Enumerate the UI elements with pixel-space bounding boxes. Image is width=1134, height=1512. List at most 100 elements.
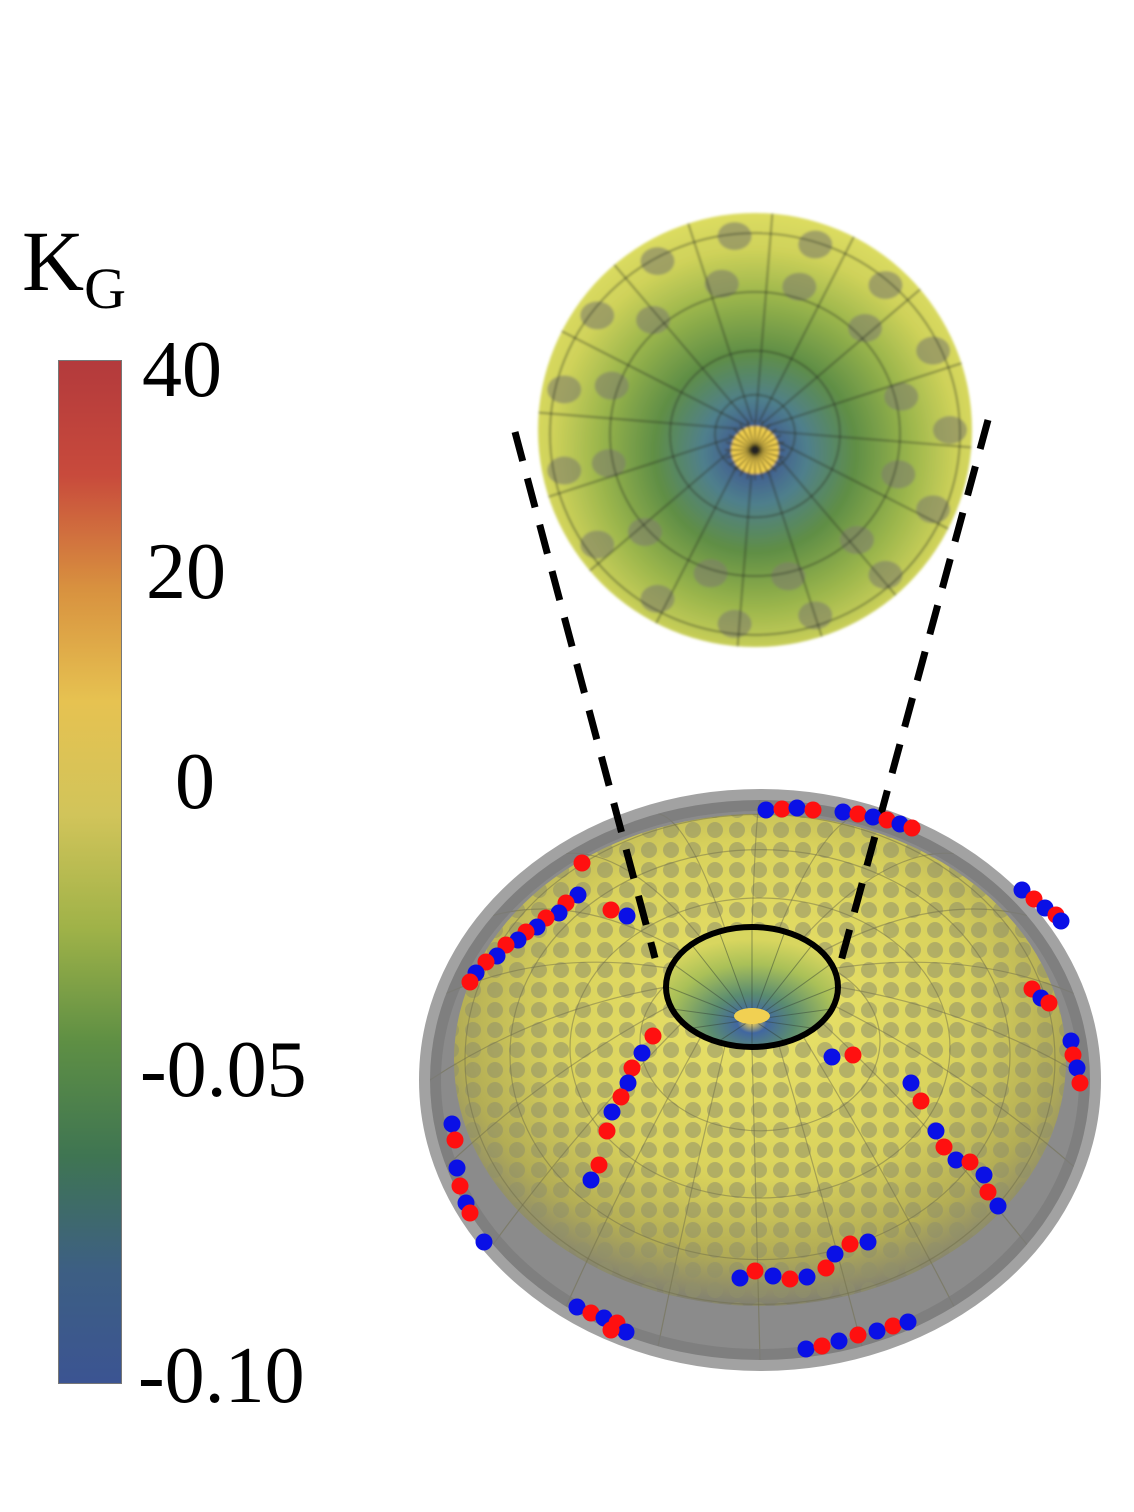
top-center-ray	[725, 441, 756, 451]
top-blob	[848, 314, 883, 343]
negative-defect	[834, 803, 852, 821]
negative-defect	[633, 1044, 651, 1062]
positive-defect	[746, 1262, 764, 1280]
negative-defect	[569, 886, 587, 904]
top-center-ray	[754, 434, 782, 451]
negative-defect	[975, 1166, 993, 1184]
positive-defect	[781, 1270, 799, 1288]
positive-defect	[623, 1059, 641, 1077]
top-center-ray	[733, 449, 756, 472]
negative-defect	[989, 1197, 1007, 1215]
torus-meridian	[492, 1021, 683, 1245]
top-spoke	[579, 434, 750, 580]
top-center-ray	[746, 420, 756, 451]
positive-defect	[773, 800, 791, 818]
positive-defect	[817, 1259, 835, 1277]
top-blob	[627, 517, 662, 546]
top-spoke	[538, 431, 748, 502]
negative-defect	[798, 1268, 816, 1286]
top-center-ray	[725, 449, 756, 459]
negative-defect	[902, 1074, 920, 1092]
negative-defect	[947, 1151, 965, 1169]
top-center-ray	[754, 449, 782, 466]
top-spoke	[549, 324, 749, 428]
negative-defect	[864, 808, 882, 826]
positive-defect	[804, 801, 822, 819]
negative-defect	[617, 1323, 635, 1341]
zoom-line-left	[511, 431, 659, 959]
torus-meridian	[430, 986, 667, 1081]
well-spoke	[692, 945, 749, 1017]
well-spoke	[754, 1020, 785, 1042]
top-ring	[549, 232, 961, 636]
top-center-ray	[728, 434, 756, 451]
positive-defect	[849, 1326, 867, 1344]
top-spoke	[761, 432, 961, 536]
top-center-ray	[754, 449, 777, 472]
negative-defect	[788, 799, 806, 817]
top-spoke	[762, 429, 972, 450]
positive-defect	[573, 854, 591, 872]
colorbar-tick-20: 20	[146, 528, 226, 616]
positive-defect	[884, 1317, 902, 1335]
negative-defect	[826, 1245, 844, 1263]
top-blob	[868, 560, 903, 589]
positive-defect	[602, 1321, 620, 1339]
top-center-ray	[754, 449, 764, 480]
torus-meridian	[777, 1043, 863, 1347]
negative-defect	[582, 1171, 600, 1189]
well-spoke	[719, 1020, 750, 1042]
negative-defect	[1013, 881, 1031, 899]
positive-defect	[612, 1088, 630, 1106]
positive-defect	[1040, 994, 1058, 1012]
positive-defect	[644, 1027, 662, 1045]
positive-defect	[979, 1183, 997, 1201]
torus-meridian	[837, 986, 1090, 1081]
top-center-ray	[739, 423, 756, 451]
torus-meridian	[565, 1035, 702, 1307]
central-well	[666, 927, 838, 1047]
top-blob	[798, 230, 833, 259]
well-spoke	[674, 964, 747, 1018]
negative-defect	[868, 1322, 886, 1340]
colorbar-tick-0: 0	[175, 738, 215, 826]
well-center	[734, 1008, 770, 1024]
top-center-dot	[751, 446, 759, 454]
top-ring	[669, 349, 841, 519]
positive-defect	[461, 1204, 479, 1222]
negative-defect	[603, 1103, 621, 1121]
negative-defect	[899, 1313, 917, 1331]
negative-defect	[1068, 1059, 1086, 1077]
top-spoke	[754, 213, 775, 423]
positive-defect	[844, 1046, 862, 1064]
top-blob	[771, 562, 806, 591]
negative-defect	[550, 904, 568, 922]
negative-defect	[1052, 912, 1070, 930]
torus-meridian	[657, 1043, 727, 1347]
colorbar-tick-neg005: -0.05	[140, 1026, 307, 1114]
positive-defect	[602, 901, 620, 919]
top-blob	[933, 416, 967, 444]
negative-defect	[619, 1074, 637, 1092]
top-blob	[547, 456, 582, 485]
top-center-ray	[733, 428, 756, 451]
positive-defect	[461, 973, 479, 991]
positive-defect	[912, 1092, 930, 1110]
top-blob	[640, 247, 675, 276]
torus-latitude	[509, 848, 1011, 1261]
torus-meridian	[751, 1046, 761, 1360]
top-spoke	[760, 280, 931, 426]
colorbar-tick-40: 40	[142, 326, 222, 414]
positive-defect	[477, 953, 495, 971]
negative-defect	[443, 1115, 461, 1133]
top-spoke	[759, 435, 905, 606]
top-blob	[704, 269, 739, 298]
top-blob	[591, 449, 626, 478]
negative-defect	[830, 1332, 848, 1350]
well-spoke	[753, 933, 785, 1016]
negative-defect	[731, 1269, 749, 1287]
positive-defect	[446, 1131, 464, 1149]
zoom-circle	[663, 924, 841, 1050]
top-spoke	[605, 254, 751, 425]
